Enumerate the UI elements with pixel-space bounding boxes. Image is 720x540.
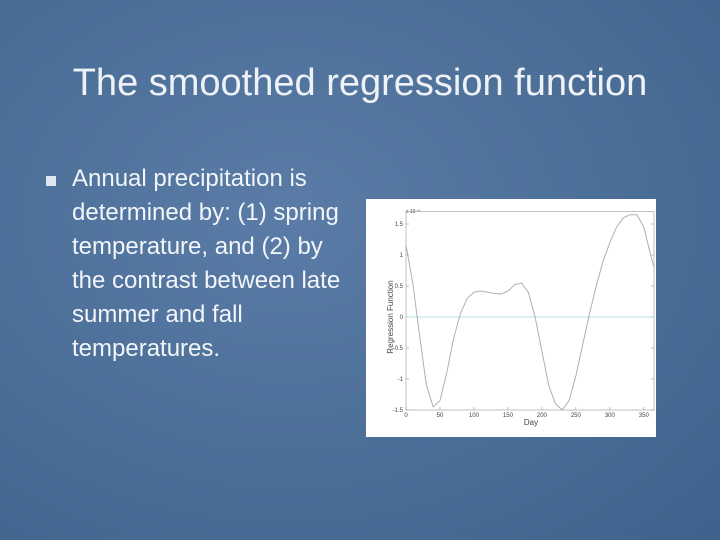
x-tick-label: 50 — [437, 413, 444, 419]
y-tick-label: -1.5 — [393, 408, 404, 414]
x-axis-label: Day — [524, 418, 538, 427]
chart: Day Regression Function x 10⁻³ 0 50 100 150… — [366, 199, 656, 437]
bullet-text: Annual precipitation is determined by: (… — [72, 165, 341, 362]
y-tick-label: 1 — [400, 253, 404, 259]
y-tick-label: 1.5 — [395, 222, 404, 228]
x-tick-label: 100 — [469, 413, 480, 419]
y-axis-label: Regression Function — [386, 280, 395, 353]
y-tick-label: -0.5 — [393, 346, 404, 352]
y-tick-label: 0 — [400, 315, 404, 321]
axis-exponent: x 10⁻³ — [406, 209, 420, 215]
line-series — [405, 214, 655, 411]
x-tick-label: 300 — [605, 413, 616, 419]
x-tick-label: 350 — [639, 413, 650, 419]
y-tick-label: -1 — [398, 377, 404, 383]
y-tick-label: 0.5 — [395, 284, 404, 290]
chart-background — [366, 199, 656, 437]
x-tick-label: 250 — [571, 413, 582, 419]
x-tick-label: 150 — [503, 413, 514, 419]
x-tick-label: 200 — [537, 413, 548, 419]
slide-title: The smoothed regression function — [72, 62, 648, 104]
x-tick-label: 0 — [404, 413, 408, 419]
bullet-marker — [46, 176, 56, 186]
plot-frame — [405, 211, 655, 411]
